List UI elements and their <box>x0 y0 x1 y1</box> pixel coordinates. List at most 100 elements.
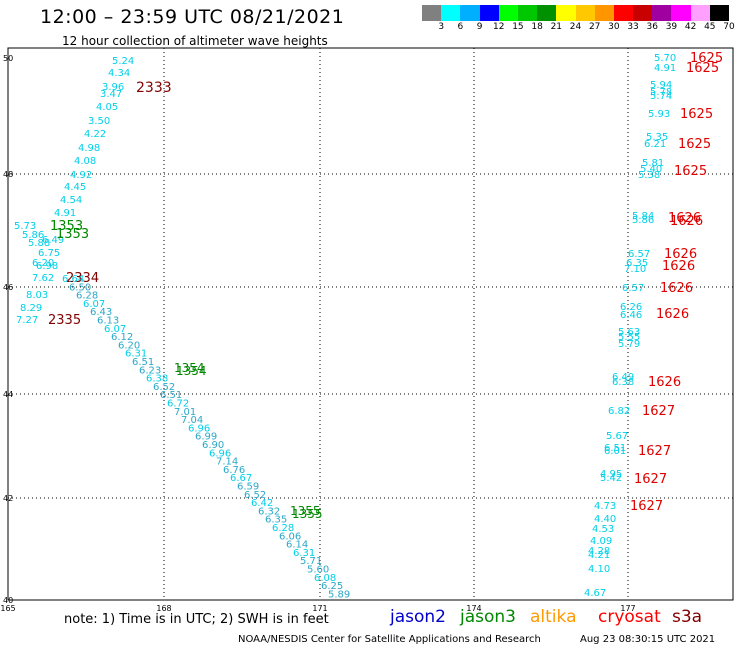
swh-label: 5.86 <box>22 230 44 241</box>
legend-swatch <box>460 5 480 21</box>
swh-label: 5.70 <box>654 53 676 64</box>
swh-label: 6.12 <box>111 332 133 343</box>
legend-label: 12 <box>493 22 505 32</box>
legend-label: 42 <box>684 22 697 32</box>
legend-swatch <box>441 5 461 21</box>
swh-label: 5.55 <box>618 332 640 343</box>
satellite-altika: altika <box>530 607 577 627</box>
time-label: 1627 <box>634 472 667 487</box>
x-tick-label: 174 <box>466 604 481 613</box>
swh-label: 6.75 <box>38 248 60 259</box>
swh-label: 4.91 <box>54 208 76 219</box>
time-label: 1625 <box>686 61 719 76</box>
satellite-s3a: s3a <box>672 607 703 627</box>
time-label: 1354 <box>176 364 207 378</box>
time-label: 1625 <box>680 107 713 122</box>
swh-label: 6.72 <box>167 399 189 410</box>
x-tick-label: 171 <box>312 604 327 613</box>
swh-label: 5.93 <box>648 109 670 120</box>
legend-label: 45 <box>704 22 716 32</box>
swh-label: 7.01 <box>174 407 196 418</box>
swh-label: 4.40 <box>594 514 616 525</box>
swh-label: 6.90 <box>202 440 224 451</box>
legend-swatch <box>709 5 729 21</box>
swh-label: 4.53 <box>592 524 614 535</box>
time-label: 1626 <box>660 281 693 296</box>
swh-label: 6.14 <box>286 540 308 551</box>
swh-label: 8.29 <box>20 303 42 314</box>
swh-label: 6.99 <box>195 432 217 443</box>
swh-label: 6.20 <box>118 340 140 351</box>
swh-label: 4.92 <box>70 170 92 181</box>
time-label: 1626 <box>648 375 681 390</box>
legend-swatch <box>479 5 499 21</box>
swh-label: 4.67 <box>584 588 606 599</box>
swh-label: 6.23 <box>139 365 161 376</box>
swh-label: 5.71 <box>300 556 322 567</box>
legend-swatch <box>633 5 653 21</box>
time-label: 1626 <box>656 307 689 322</box>
legend-label: 18 <box>531 22 543 32</box>
y-tick-label: 40 <box>3 596 13 605</box>
legend-label: 15 <box>512 22 524 32</box>
swh-label: 5.94 <box>650 80 672 91</box>
chart-title: 12:00 – 23:59 UTC 08/21/2021 <box>40 6 345 28</box>
legend-swatch <box>575 5 595 21</box>
swh-label: 5.40 <box>640 164 662 175</box>
swh-label: 6.64 <box>62 274 84 285</box>
swh-label: 6.35 <box>265 515 287 526</box>
swh-label: 6.43 <box>90 307 112 318</box>
legend-swatch <box>537 5 557 21</box>
swh-label: 6.25 <box>321 581 343 592</box>
legend-label: 6 <box>457 22 464 32</box>
swh-label: 5.89 <box>328 589 350 600</box>
legend-label: 30 <box>608 22 620 32</box>
legend-swatch <box>594 5 614 21</box>
swh-label: 6.67 <box>230 473 252 484</box>
swh-label: 6.20 <box>32 258 54 269</box>
swh-label: 6.01 <box>604 446 626 457</box>
swh-label: 6.51 <box>604 443 626 454</box>
swh-label: 6.07 <box>83 299 105 310</box>
swh-label: 5.73 <box>14 221 36 232</box>
swh-label: 5.88 <box>28 238 50 249</box>
swh-label: 4.22 <box>84 129 106 140</box>
satellite-jason2: jason2 <box>390 607 446 627</box>
swh-label: 6.52 <box>244 490 266 501</box>
swh-label: 6.96 <box>209 448 231 459</box>
swh-label: 4.28 <box>588 546 610 557</box>
time-label: 1355 <box>292 507 323 521</box>
swh-label: 5.42 <box>600 473 622 484</box>
legend-label: 9 <box>476 22 483 32</box>
time-label: 2333 <box>136 80 172 96</box>
swh-label: 6.06 <box>279 531 301 542</box>
time-label: 1626 <box>668 211 701 226</box>
legend-swatch <box>690 5 710 21</box>
satellite-jason3: jason3 <box>460 607 516 627</box>
swh-label: 8.03 <box>26 290 48 301</box>
swh-label: 4.34 <box>108 68 130 79</box>
swh-label: 5.35 <box>646 132 668 143</box>
y-tick-label: 46 <box>3 283 13 292</box>
time-label: 1626 <box>664 247 697 262</box>
swh-label: 7.27 <box>16 315 38 326</box>
legend-swatch <box>556 5 576 21</box>
legend-swatch <box>671 5 691 21</box>
swh-label: 6.76 <box>223 465 245 476</box>
time-label: 1627 <box>638 444 671 459</box>
legend-label: 27 <box>588 22 601 32</box>
swh-label: 6.08 <box>314 573 336 584</box>
swh-label: 6.52 <box>153 382 175 393</box>
swh-label: 4.54 <box>60 195 82 206</box>
legend-label: 3 <box>438 22 445 32</box>
y-tick-label: 42 <box>3 494 13 503</box>
swh-label: 6.26 <box>620 302 642 313</box>
swh-label: 5.78 <box>650 87 672 98</box>
swh-label: 6.51 <box>132 357 154 368</box>
swh-label: 6.98 <box>36 261 58 272</box>
swh-label: 6.38 <box>146 374 168 385</box>
swh-label: 5.60 <box>307 565 329 576</box>
legend-label: 24 <box>569 22 582 32</box>
swh-label: 5.81 <box>642 158 664 169</box>
